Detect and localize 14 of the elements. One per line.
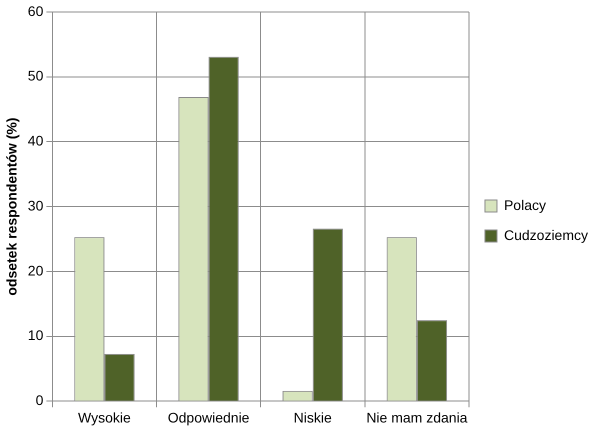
y-tick-label: 60: [28, 2, 44, 19]
x-tick-label: Niskie: [294, 409, 332, 426]
y-tick-label: 20: [28, 262, 44, 278]
x-tick-label: Odpowiednie: [168, 409, 250, 426]
y-tick-label: 30: [28, 197, 44, 214]
y-tick-label: 10: [28, 327, 44, 344]
y-tick-label: 50: [28, 68, 44, 84]
y-tick-label: 40: [28, 132, 44, 149]
x-tick-label: Wysokie: [78, 409, 132, 426]
y-tick-label: 0: [36, 392, 44, 408]
y-axis-title: odsetek respondentów (%): [3, 118, 20, 296]
legend-label: Polacy: [504, 196, 546, 213]
x-tick-label: Nie mam zdania: [366, 409, 468, 426]
legend-label: Cudzoziemcy: [504, 226, 588, 243]
